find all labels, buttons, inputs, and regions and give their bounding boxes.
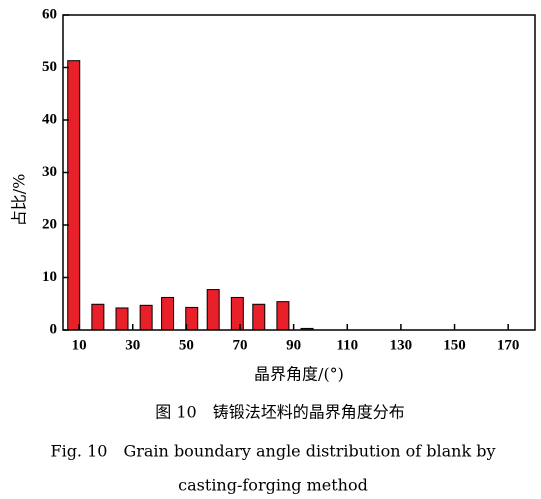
- y-tick-label: 60: [42, 6, 57, 22]
- y-axis-label: 占比/%: [10, 174, 29, 227]
- bar: [185, 306, 199, 331]
- x-tick-label: 10: [72, 337, 87, 353]
- y-tick-label: 10: [42, 269, 57, 285]
- x-tick-label: 130: [390, 337, 413, 353]
- y-tick-label: 40: [42, 111, 57, 127]
- caption-cn: 图 10 铸锻法坯料的晶界角度分布: [155, 403, 404, 422]
- y-tick-label: 50: [42, 59, 57, 75]
- x-tick-label: 150: [443, 337, 466, 353]
- x-tick-label: 30: [125, 337, 140, 353]
- bar: [139, 304, 153, 331]
- y-tick-label: 20: [42, 216, 57, 232]
- y-tick-label: 30: [42, 164, 57, 180]
- bar: [276, 301, 290, 331]
- bar: [91, 303, 105, 331]
- bar: [230, 296, 244, 331]
- y-tick-label: 0: [50, 321, 58, 337]
- bar: [161, 296, 175, 331]
- bar: [67, 60, 81, 331]
- x-axis-label: 晶界角度/(°): [254, 365, 344, 384]
- x-tick-label: 70: [233, 337, 248, 353]
- plot-frame: [62, 14, 536, 331]
- bar: [206, 289, 220, 331]
- caption-en: casting-forging method: [178, 476, 368, 495]
- caption-en: Fig. 10 Grain boundary angle distributio…: [50, 442, 495, 461]
- bar: [115, 307, 129, 331]
- x-tick-label: 110: [336, 337, 358, 353]
- x-tick-label: 50: [179, 337, 194, 353]
- bar: [252, 303, 266, 331]
- x-tick-label: 170: [497, 337, 520, 353]
- x-tick-label: 90: [286, 337, 301, 353]
